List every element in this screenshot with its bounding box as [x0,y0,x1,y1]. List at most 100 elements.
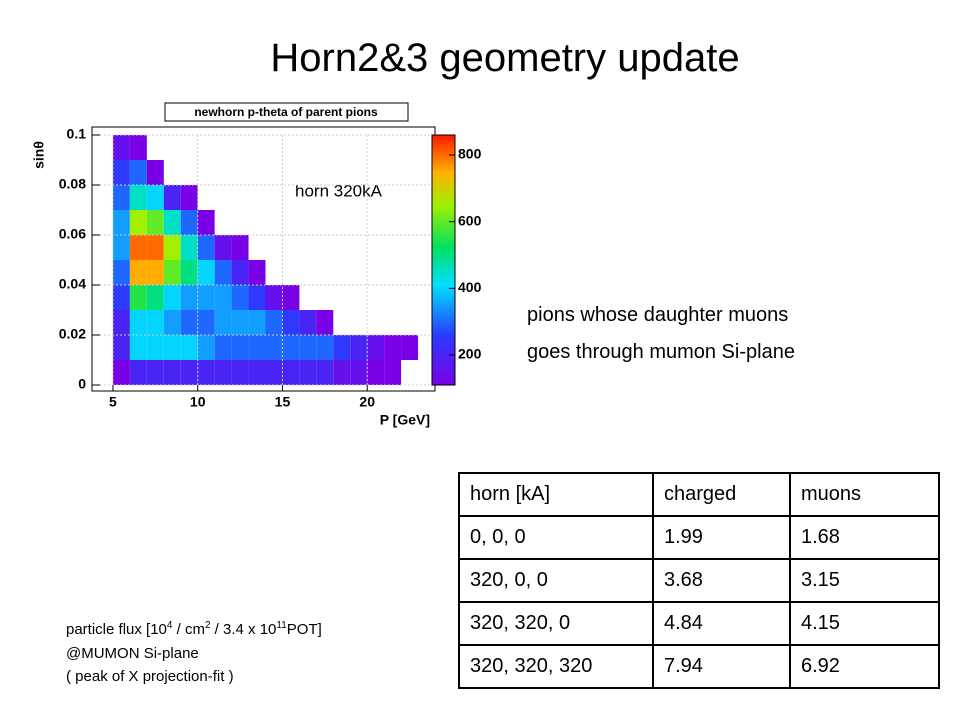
cell [282,260,299,285]
cell [282,310,300,335]
cell [333,360,351,385]
cell [180,285,198,310]
cell [231,260,249,285]
z-tick-label: 400 [458,279,482,295]
table-row: horn [kA] charged muons [458,472,940,517]
cell [367,360,385,385]
cell [215,160,232,185]
colorbar [431,134,456,386]
chart-title: newhorn p-theta of parent pions [194,105,378,119]
cell [333,210,350,235]
cell [129,160,147,185]
cell [129,285,147,310]
cell [112,310,130,335]
annotation: horn 320kA [295,181,383,200]
cell [316,285,333,310]
cell [129,335,147,360]
note-line: ( peak of X projection-fit ) [66,668,234,685]
cell [265,360,283,385]
cell [401,135,418,160]
cell [401,335,419,360]
cell [367,335,385,360]
cell [146,360,164,385]
table-cell: 4.15 [789,601,940,646]
cell [248,285,266,310]
cell [214,360,232,385]
cell [197,235,215,260]
y-tick-label: 0.08 [59,176,86,192]
cell [231,285,249,310]
cell [350,310,367,335]
note-line: particle flux [104 / cm2 / 3.4 x 1011POT… [66,620,322,638]
cell [350,285,367,310]
table-row: 320, 320, 0 4.84 4.15 [458,601,940,646]
x-tick-label: 20 [359,394,375,410]
cell [112,160,130,185]
cell [316,335,334,360]
cell [265,285,283,310]
cell [163,210,181,235]
cell [146,210,164,235]
table-row: 0, 0, 0 1.99 1.68 [458,515,940,560]
table-cell: charged [652,472,791,517]
cell [180,260,198,285]
cell [112,285,130,310]
cell [367,260,384,285]
cell [129,185,147,210]
cell [384,310,401,335]
cell [299,310,317,335]
cell [112,185,130,210]
cell [384,285,401,310]
cell [112,135,130,160]
table-row: 320, 0, 0 3.68 3.15 [458,558,940,603]
cell [282,210,299,235]
cell [129,310,147,335]
cell [299,360,317,385]
cell [214,235,232,260]
slide-title: Horn2&3 geometry update [270,36,740,80]
cell [316,310,334,335]
cell [146,260,164,285]
cell [384,135,401,160]
y-tick-label: 0.04 [59,276,86,292]
cell [282,235,299,260]
cell [180,185,198,210]
cell [163,335,181,360]
cell [232,210,249,235]
superscript: 11 [276,620,287,631]
cell [401,210,418,235]
cell [129,360,147,385]
cell [367,310,384,335]
cell [265,335,283,360]
description-line: pions whose daughter muons [527,304,789,326]
y-tick-label: 0.1 [67,126,87,142]
cell [129,235,147,260]
cell [248,335,266,360]
x-tick-label: 15 [275,394,291,410]
cell [367,235,384,260]
cell [163,260,181,285]
cell [112,235,130,260]
cell [333,235,350,260]
title-box [164,102,409,122]
cell [214,310,232,335]
cell [249,160,266,185]
cell [266,235,283,260]
cell [299,235,316,260]
cell [265,310,283,335]
table-cell: 4.84 [652,601,791,646]
note-line: @MUMON Si-plane [66,645,199,662]
cell [384,360,402,385]
cell [316,260,333,285]
cell [401,360,418,385]
cell [350,210,367,235]
cell [197,335,215,360]
cell [181,135,198,160]
cell [146,335,164,360]
cell [401,260,418,285]
cell [231,310,249,335]
superscript: 2 [204,620,211,631]
cell [181,160,198,185]
cell [316,210,333,235]
